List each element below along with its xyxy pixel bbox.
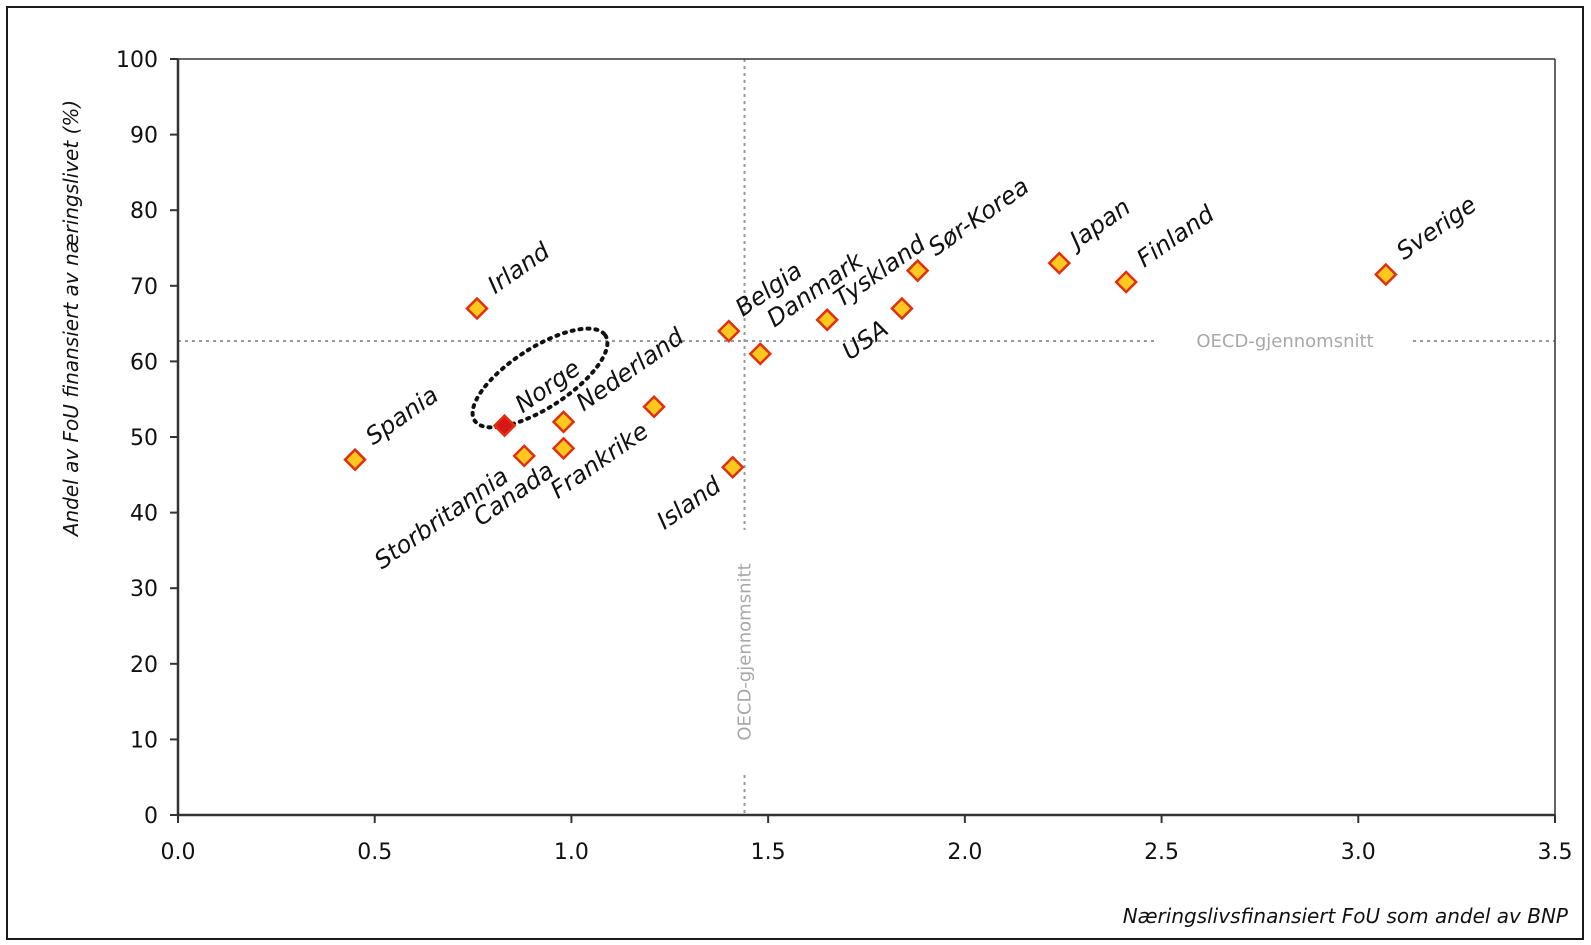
x-ticks: 0.0 0.5 1.0 1.5 2.0 2.5 3.0 3.5 [161, 815, 1573, 865]
y-tick-label: 30 [130, 577, 158, 602]
y-tick-label: 60 [130, 350, 158, 375]
oecd-horizontal-label: OECD-gjennomsnitt [1196, 331, 1373, 352]
label-island: Island [652, 471, 727, 535]
x-tick-label: 3.5 [1538, 840, 1573, 865]
y-tick-label: 70 [130, 275, 158, 300]
point-storbritannia [512, 444, 536, 468]
point-finland [1114, 270, 1138, 294]
point-labels: SpaniaIrlandNorgeStorbritanniaCanadaNede… [360, 172, 1481, 575]
y-tick-label: 100 [116, 48, 158, 73]
point-spania [343, 447, 367, 472]
point-canada [551, 436, 576, 461]
point-tyskland [815, 308, 839, 332]
label-finland: Finland [1132, 199, 1220, 273]
point-norge [492, 413, 517, 438]
chart-frame [6, 6, 1584, 940]
point-island [720, 455, 745, 480]
x-tick-label: 1.5 [751, 840, 786, 865]
x-axis-title: Næringslivsfinansiert FoU som andel av B… [1123, 904, 1569, 928]
y-tick-label: 80 [130, 199, 158, 224]
y-tick-label: 40 [130, 502, 158, 527]
point-frankrike [642, 394, 666, 419]
x-tick-label: 3.0 [1341, 840, 1376, 865]
point-irland [465, 296, 489, 321]
label-usa: USA [837, 314, 893, 365]
y-ticks: 0 10 20 30 40 50 60 70 80 90 100 [116, 48, 178, 829]
data-points [343, 251, 1398, 480]
x-tick-label: 1.0 [554, 840, 589, 865]
y-tick-label: 90 [130, 124, 158, 149]
label-irland: Irland [482, 237, 555, 300]
x-tick-label: 0.5 [357, 840, 392, 865]
norge-highlight-ellipse [470, 326, 610, 430]
point-usa [890, 296, 914, 321]
y-tick-label: 10 [130, 728, 158, 753]
label-spania: Spania [360, 381, 443, 451]
point-nederland [551, 410, 576, 434]
axes [176, 58, 1556, 817]
y-tick-label: 50 [130, 426, 158, 451]
y-axis-title: Andel av FoU finansiert av næringslivet … [59, 100, 83, 538]
label-japan: Japan [1061, 193, 1135, 257]
label-nederland: Nederland [571, 322, 690, 417]
point-belgia [717, 319, 741, 343]
x-tick-label: 2.0 [947, 840, 982, 865]
reference-lines: OECD-gjennomsnitt OECD-gjennomsnitt [178, 59, 1555, 815]
oecd-vertical-label: OECD-gjennomsnitt [735, 563, 756, 740]
x-tick-label: 2.5 [1144, 840, 1179, 865]
label-sverige: Sverige [1391, 190, 1481, 265]
y-tick-label: 20 [130, 653, 158, 678]
label-s-r-korea: Sør-Korea [923, 172, 1034, 261]
point-sverige [1374, 262, 1398, 287]
point-s-r-korea [905, 258, 930, 283]
y-tick-label: 0 [144, 804, 158, 829]
point-japan [1047, 251, 1072, 275]
x-tick-label: 0.0 [161, 840, 196, 865]
point-danmark [748, 342, 773, 366]
